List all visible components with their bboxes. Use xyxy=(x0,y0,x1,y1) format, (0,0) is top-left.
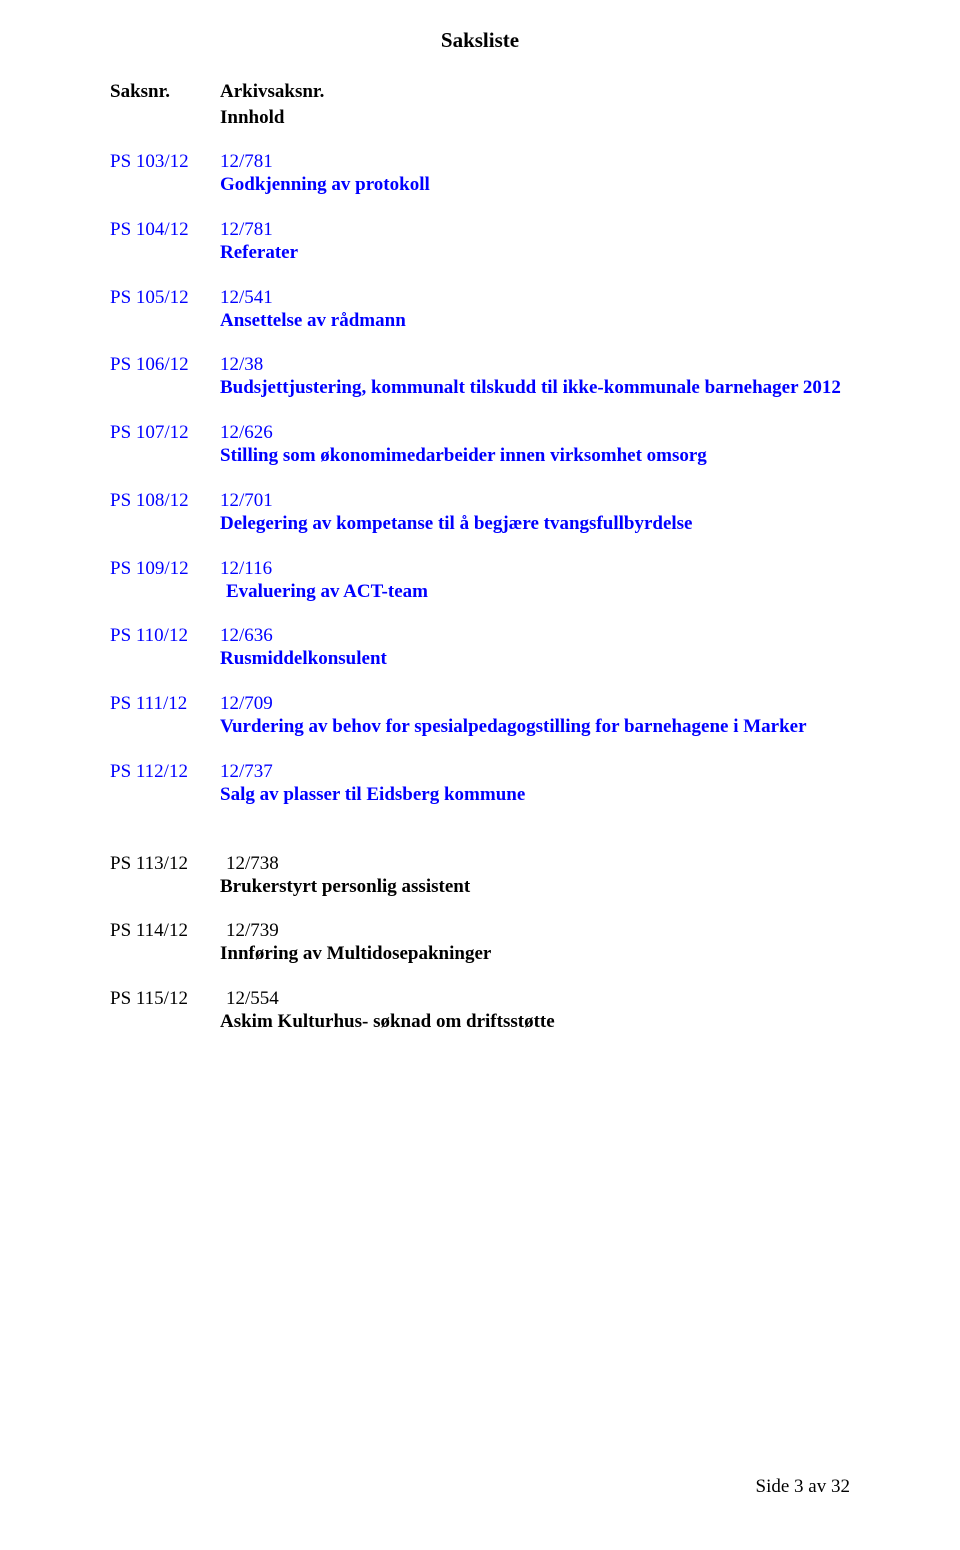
item-list-2: PS 113/12 12/738 Brukerstyrt personlig a… xyxy=(110,853,850,1034)
section-gap xyxy=(110,829,850,853)
saksnr: PS 112/12 xyxy=(110,761,220,783)
arkiv: 12/38 xyxy=(220,354,263,376)
list-item: PS 109/12 12/116 Evaluering av ACT-team xyxy=(110,558,850,604)
item-desc: Referater xyxy=(220,241,850,265)
arkiv: 12/739 xyxy=(220,920,279,942)
saksnr: PS 104/12 xyxy=(110,219,220,241)
list-item: PS 104/12 12/781 Referater xyxy=(110,219,850,265)
page-title: Saksliste xyxy=(110,28,850,53)
arkiv: 12/116 xyxy=(220,558,272,580)
list-item: PS 110/12 12/636 Rusmiddelkonsulent xyxy=(110,625,850,671)
arkiv: 12/626 xyxy=(220,422,273,444)
header-saksnr: Saksnr. xyxy=(110,81,220,103)
header-arkiv: Arkivsaksnr. xyxy=(220,81,850,103)
list-item: PS 113/12 12/738 Brukerstyrt personlig a… xyxy=(110,853,850,899)
list-item: PS 114/12 12/739 Innføring av Multidosep… xyxy=(110,920,850,966)
header-innhold: Innhold xyxy=(220,107,850,129)
list-item: PS 115/12 12/554 Askim Kulturhus- søknad… xyxy=(110,988,850,1034)
list-item: PS 108/12 12/701 Delegering av kompetans… xyxy=(110,490,850,536)
arkiv: 12/738 xyxy=(220,853,279,875)
arkiv: 12/781 xyxy=(220,151,273,173)
item-desc: Innføring av Multidosepakninger xyxy=(220,942,850,966)
list-item: PS 111/12 12/709 Vurdering av behov for … xyxy=(110,693,850,739)
list-item: PS 106/12 12/38 Budsjettjustering, kommu… xyxy=(110,354,850,400)
item-desc: Askim Kulturhus- søknad om driftsstøtte xyxy=(220,1010,850,1034)
arkiv: 12/701 xyxy=(220,490,273,512)
document-page: Saksliste Saksnr. Arkivsaksnr. Innhold P… xyxy=(0,0,960,1034)
arkiv: 12/781 xyxy=(220,219,273,241)
saksnr: PS 111/12 xyxy=(110,693,220,715)
saksnr: PS 115/12 xyxy=(110,988,220,1010)
item-desc: Salg av plasser til Eidsberg kommune xyxy=(220,783,850,807)
item-desc: Delegering av kompetanse til å begjære t… xyxy=(220,512,850,536)
item-desc: Brukerstyrt personlig assistent xyxy=(220,875,850,899)
saksnr: PS 108/12 xyxy=(110,490,220,512)
item-list-1: PS 103/12 12/781 Godkjenning av protokol… xyxy=(110,151,850,807)
page-footer: Side 3 av 32 xyxy=(756,1476,850,1498)
list-item: PS 112/12 12/737 Salg av plasser til Eid… xyxy=(110,761,850,807)
arkiv: 12/554 xyxy=(220,988,279,1010)
arkiv: 12/636 xyxy=(220,625,273,647)
saksnr: PS 105/12 xyxy=(110,287,220,309)
item-desc: Ansettelse av rådmann xyxy=(220,309,850,333)
item-desc: Evaluering av ACT-team xyxy=(220,580,850,604)
list-item: PS 105/12 12/541 Ansettelse av rådmann xyxy=(110,287,850,333)
saksnr: PS 114/12 xyxy=(110,920,220,942)
saksnr: PS 113/12 xyxy=(110,853,220,875)
saksnr: PS 107/12 xyxy=(110,422,220,444)
saksnr: PS 103/12 xyxy=(110,151,220,173)
saksnr: PS 110/12 xyxy=(110,625,220,647)
item-desc: Godkjenning av protokoll xyxy=(220,173,850,197)
arkiv: 12/709 xyxy=(220,693,273,715)
saksnr: PS 109/12 xyxy=(110,558,220,580)
item-desc: Rusmiddelkonsulent xyxy=(220,647,850,671)
arkiv: 12/737 xyxy=(220,761,273,783)
list-item: PS 107/12 12/626 Stilling som økonomimed… xyxy=(110,422,850,468)
saksnr: PS 106/12 xyxy=(110,354,220,376)
arkiv: 12/541 xyxy=(220,287,273,309)
item-desc: Stilling som økonomimedarbeider innen vi… xyxy=(220,444,850,468)
list-item: PS 103/12 12/781 Godkjenning av protokol… xyxy=(110,151,850,197)
item-desc: Budsjettjustering, kommunalt tilskudd ti… xyxy=(220,376,850,400)
item-desc: Vurdering av behov for spesialpedagogsti… xyxy=(220,715,850,739)
table-header: Saksnr. Arkivsaksnr. xyxy=(110,81,850,103)
